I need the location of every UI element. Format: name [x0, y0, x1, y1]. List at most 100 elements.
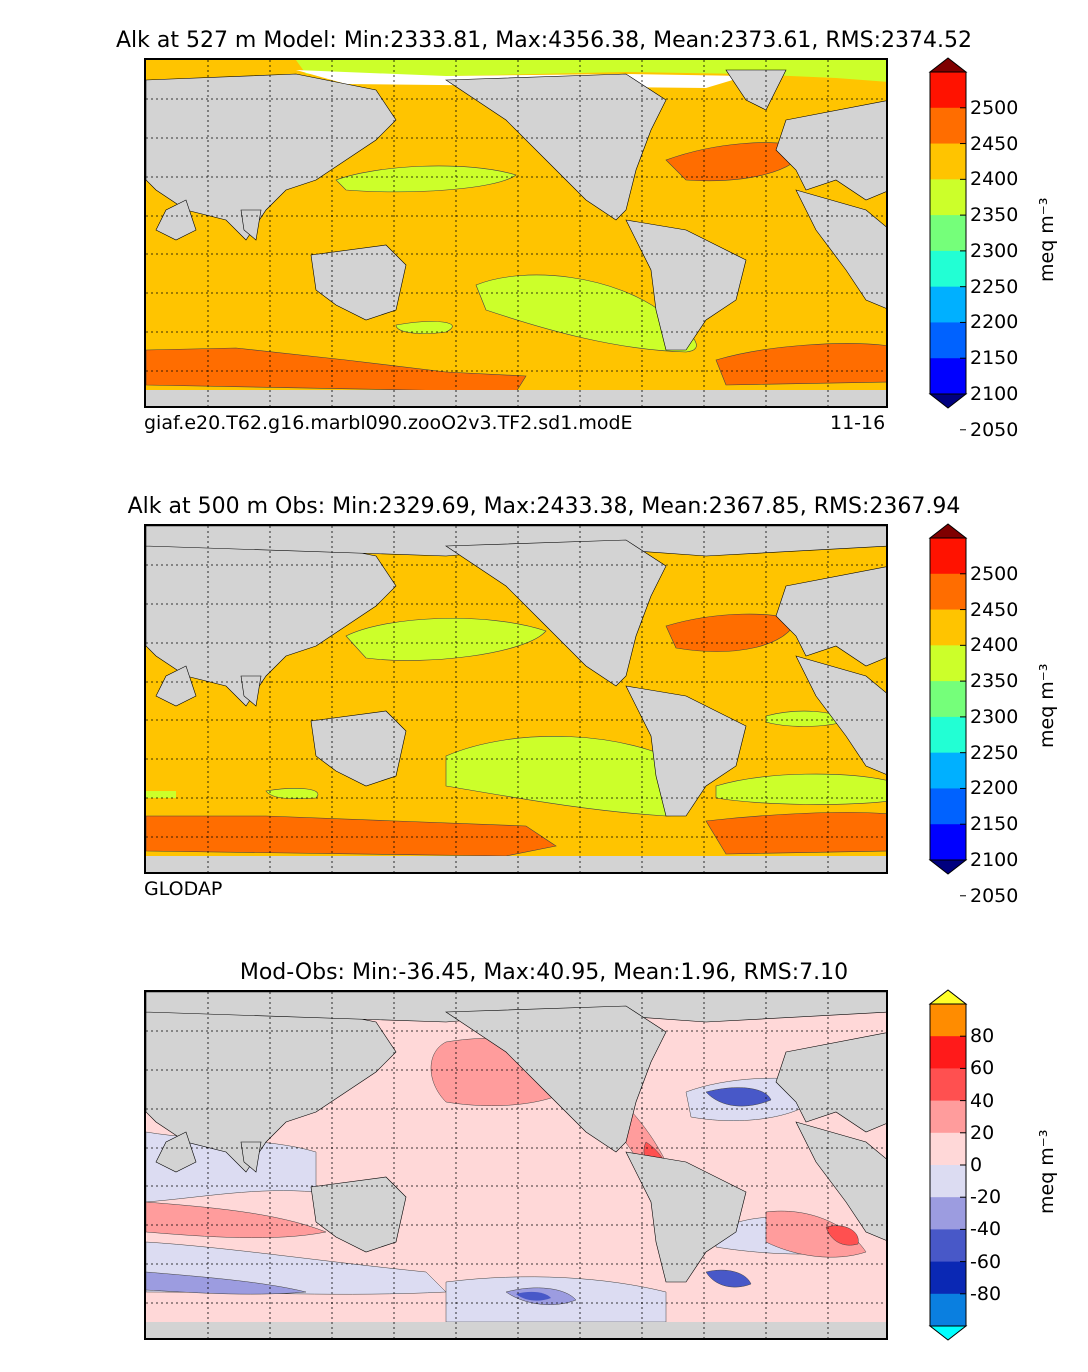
colorbar-tick-label: -40	[970, 1218, 1002, 1241]
colorbar-segment	[930, 1004, 966, 1037]
south-atlantic-positive40	[825, 1225, 859, 1246]
colorbar-tick-label: 2250	[970, 275, 1019, 298]
north-pacific-contour	[335, 165, 517, 193]
panel3-colorbar-svg	[928, 989, 968, 1341]
colorbar-extend-min	[928, 859, 968, 875]
colorbar-segment	[930, 681, 966, 718]
colorbar-tick-label: 2500	[970, 562, 1019, 585]
colorbar-segment	[930, 573, 966, 611]
colorbar-segment	[930, 179, 966, 216]
antarctica	[146, 390, 886, 406]
indian-south-positive	[146, 1201, 327, 1239]
southern-ocean-neg20-west	[146, 1271, 307, 1295]
colorbar-tick-label: 2450	[970, 132, 1019, 155]
colorbar-tick-label: 2300	[970, 705, 1019, 728]
colorbar-tick-label: 2050	[970, 418, 1019, 441]
colorbar-segment	[930, 788, 966, 825]
colorbar-extend-max	[928, 989, 968, 1005]
panel2-title: Alk at 500 m Obs: Min:2329.69, Max:2433.…	[127, 494, 961, 519]
colorbar-extend-min	[928, 1325, 968, 1341]
colorbar-frame	[929, 537, 967, 861]
colorbar-tick-label: -60	[970, 1250, 1002, 1273]
colorbar-segment	[930, 1165, 966, 1198]
colorbar-tick-label: -80	[970, 1282, 1002, 1305]
panel2-map-svg	[146, 526, 886, 872]
colorbar-segment	[930, 609, 966, 646]
continents	[146, 69, 886, 351]
colorbar-extend-max	[928, 57, 968, 73]
colorbar-segment	[930, 1132, 966, 1166]
colorbar-tick-label: 2500	[970, 96, 1019, 119]
colorbar-tick-label: 2200	[970, 777, 1019, 800]
north-atlantic-neg40	[705, 1087, 772, 1107]
colorbar-segment	[930, 322, 966, 359]
colorbar-tick-label: 2200	[970, 311, 1019, 334]
colorbar-segment	[930, 1293, 966, 1327]
colorbar-segment	[930, 716, 966, 754]
colorbar-tick-label: 2400	[970, 168, 1019, 191]
colorbar-tick-label: 2100	[970, 849, 1019, 871]
colorbar-tick-label: 2050	[970, 884, 1019, 907]
colorbar-tick-label: 2150	[970, 347, 1019, 370]
colorbar-tick-label: 2450	[970, 598, 1019, 621]
panel2-units: meq m⁻³	[1036, 663, 1058, 748]
colorbar-tick-label: 60	[970, 1057, 995, 1080]
panel3-title: Mod-Obs: Min:-36.45, Max:40.95, Mean:1.9…	[239, 960, 849, 985]
colorbar-tick-label: -20	[970, 1186, 1002, 1209]
gridlines	[146, 526, 886, 872]
antarctica	[146, 1322, 886, 1338]
colorbar-segment	[930, 107, 966, 145]
drake-passage-neg40	[705, 1269, 752, 1288]
colorbar-segment	[930, 72, 966, 109]
colorbar-tick-label: 2400	[970, 634, 1019, 657]
panel1-units: meq m⁻³	[1036, 197, 1058, 282]
colorbar-segment	[930, 215, 966, 252]
colorbar-tick-label: 0	[970, 1154, 983, 1176]
panel3-units: meq m⁻³	[1036, 1129, 1058, 1214]
panel1-title: Alk at 527 m Model: Min:2333.81, Max:435…	[115, 28, 973, 53]
colorbar-tick-label: 2350	[970, 670, 1019, 693]
colorbar-segment	[930, 250, 966, 288]
colorbar-tick-label: 2150	[970, 813, 1019, 836]
southern-ocean-high-east	[715, 343, 886, 386]
southern-ocean-high-east	[705, 812, 886, 855]
colorbar-segment	[930, 1229, 966, 1263]
continents	[146, 526, 886, 817]
colorbar-segment	[930, 1068, 966, 1102]
colorbar-tick-label: 40	[970, 1089, 995, 1112]
colorbar-segment	[930, 1100, 966, 1134]
continents	[146, 992, 886, 1283]
colorbar-tick-label: 2350	[970, 204, 1019, 227]
panel3-map	[144, 990, 888, 1340]
south-atlantic-positive	[765, 1210, 867, 1258]
arctic-contour	[296, 60, 886, 82]
panel1-map-svg	[146, 60, 886, 406]
colorbar-frame	[929, 71, 967, 395]
panel3-map-svg	[146, 992, 886, 1338]
gridlines	[146, 992, 886, 1338]
indian-west-contour	[146, 791, 176, 798]
colorbar-segment	[930, 358, 966, 395]
colorbar-segment	[930, 1197, 966, 1230]
colorbar-extend-max	[928, 523, 968, 539]
southern-ocean-high-west	[146, 815, 557, 857]
colorbar-segment	[930, 286, 966, 323]
panel1-colorbar-svg	[928, 57, 968, 431]
colorbar-tick-label: 2100	[970, 383, 1019, 405]
colorbar-segment	[930, 538, 966, 575]
colorbar-segment	[930, 752, 966, 789]
colorbar-tick-label: 2250	[970, 741, 1019, 764]
panel2-caption-left: GLODAP	[144, 878, 223, 900]
colorbar-extend-min	[928, 393, 968, 409]
southern-pacific-neg40	[516, 1291, 551, 1301]
colorbar-segment	[930, 645, 966, 682]
colorbar-segment	[930, 143, 966, 180]
gridlines	[146, 60, 886, 406]
colorbar-segment	[930, 1036, 966, 1069]
panel2-colorbar	[928, 523, 968, 897]
colorbar-segment	[930, 824, 966, 861]
colorbar-tick-label: 2300	[970, 239, 1019, 262]
colorbar-segment	[930, 1261, 966, 1295]
north-pacific-contour	[345, 618, 547, 661]
south-atlantic-contour	[715, 773, 886, 805]
